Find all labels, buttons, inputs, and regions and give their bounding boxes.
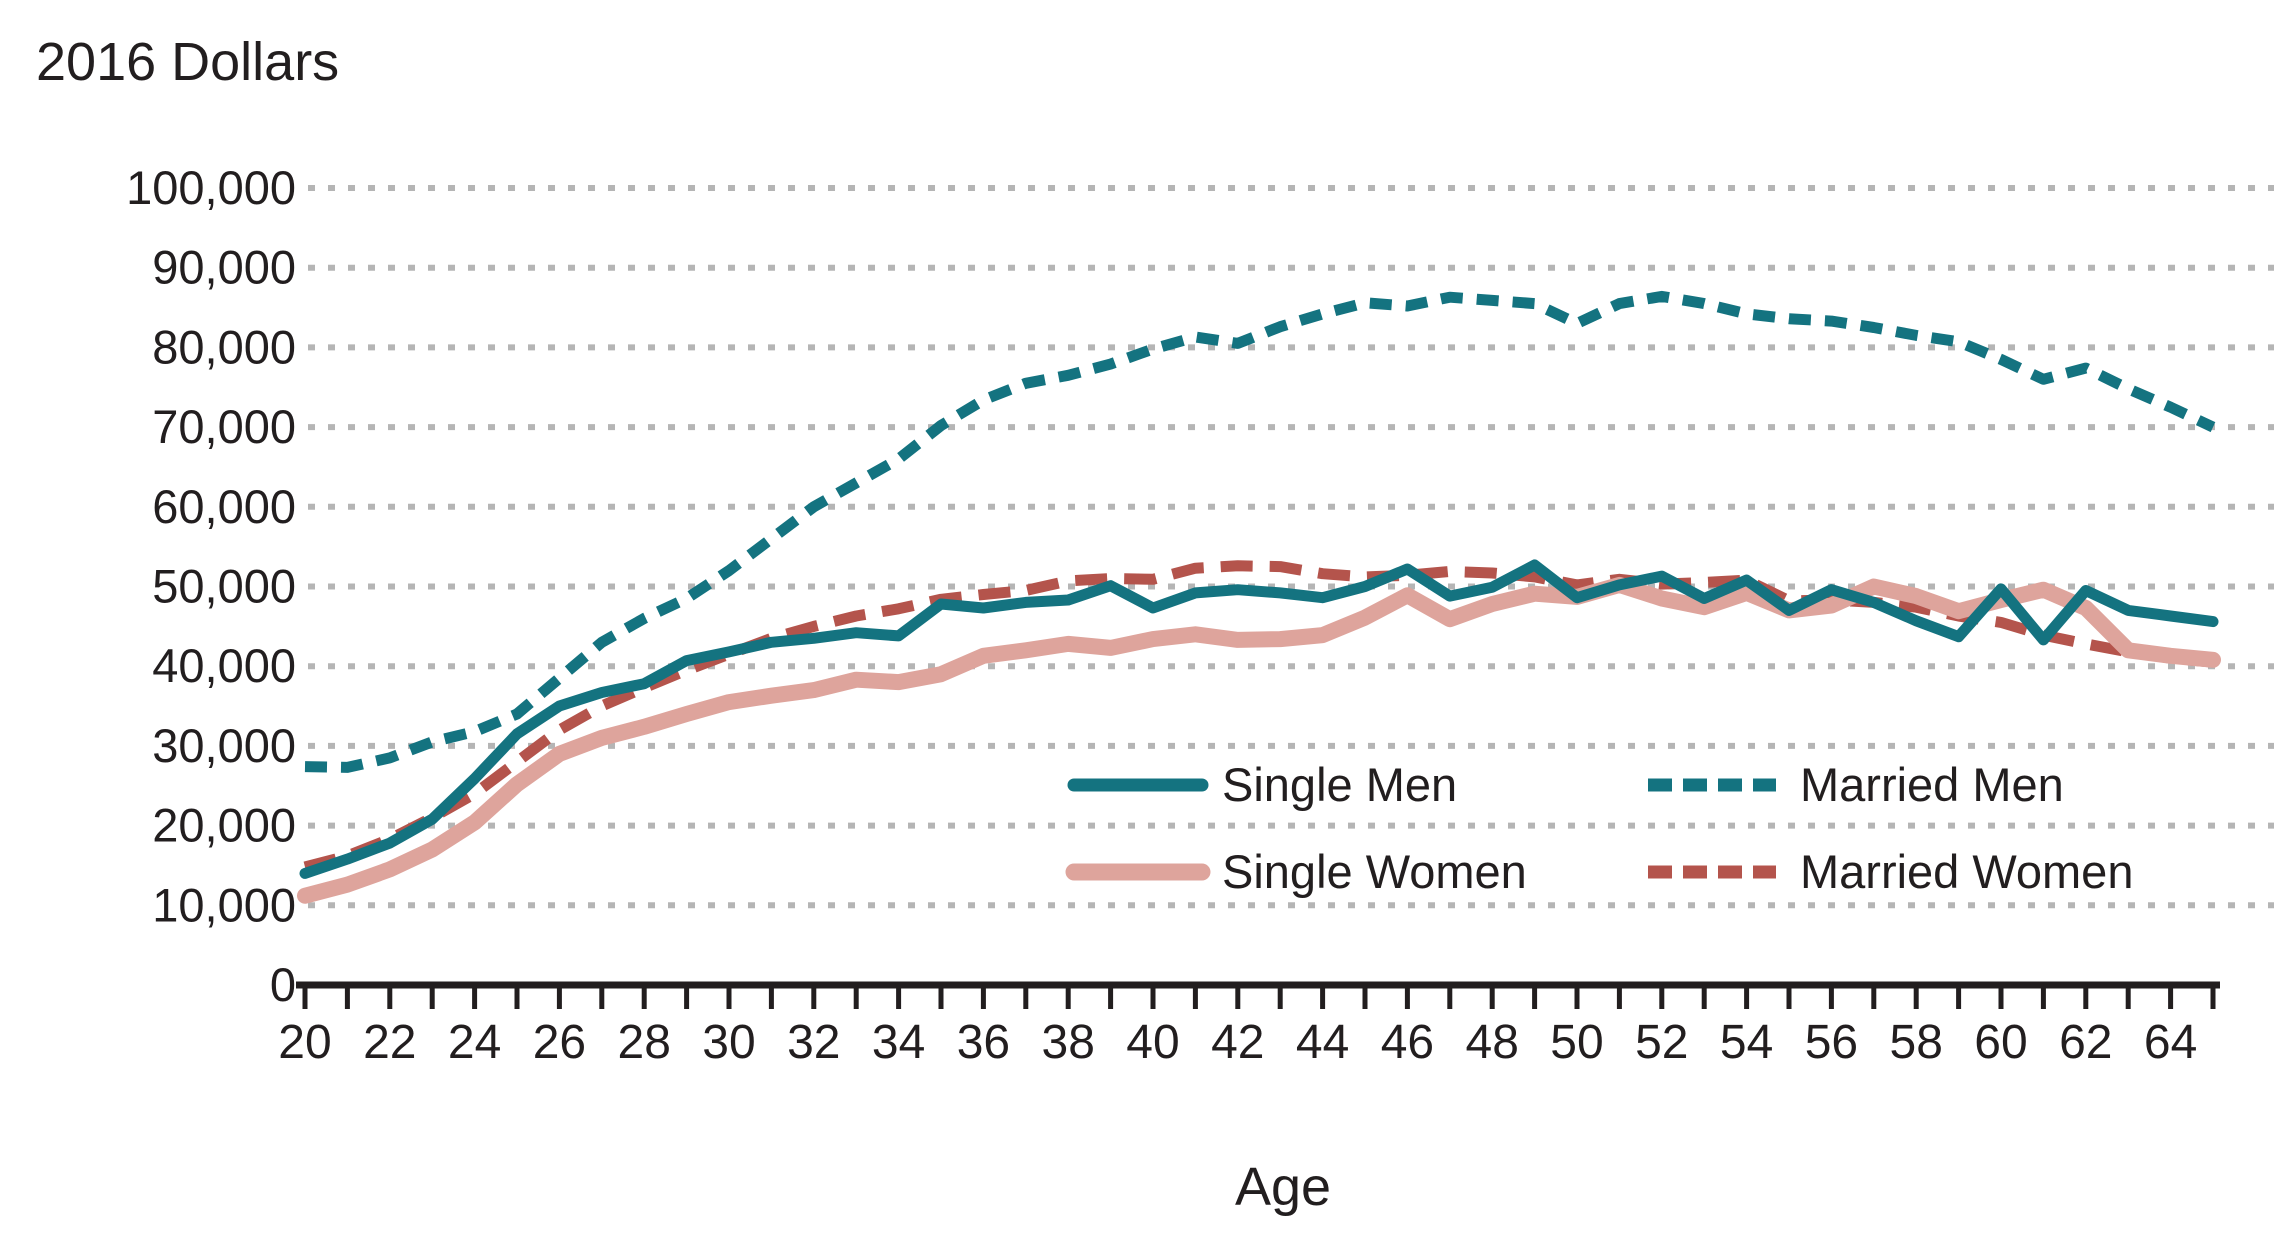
y-axis-tick-label: 90,000 xyxy=(152,241,296,294)
series-line-single-men xyxy=(299,559,2219,879)
y-axis-tick-label: 30,000 xyxy=(152,719,296,772)
legend-label-single-men: Single Men xyxy=(1222,758,1457,811)
x-axis-tick-label: 20 xyxy=(278,1016,331,1069)
x-axis-tick-label: 28 xyxy=(618,1016,671,1069)
x-axis-tick-label: 62 xyxy=(2059,1016,2112,1069)
x-axis-tick-label: 52 xyxy=(1635,1016,1688,1069)
x-axis-tick-label: 42 xyxy=(1211,1016,1264,1069)
legend-label-single-women: Single Women xyxy=(1222,845,1527,898)
y-axis-tick-label: 60,000 xyxy=(152,480,296,533)
x-axis-tick-label: 36 xyxy=(957,1016,1010,1069)
y-axis-tick-label: 100,000 xyxy=(126,161,296,214)
x-axis-tick-label: 22 xyxy=(363,1016,416,1069)
series-line-married-women xyxy=(303,560,2214,873)
y-axis-tick-label: 40,000 xyxy=(152,639,296,692)
y-axis-tick-label: 20,000 xyxy=(152,799,296,852)
series-line-single-women xyxy=(297,576,2221,904)
legend-label-married-men: Married Men xyxy=(1800,758,2064,811)
legend: Single Men Married Men Single Women Marr… xyxy=(1065,758,2133,898)
x-axis-tick-label: 60 xyxy=(1974,1016,2027,1069)
x-axis-tick-label: 30 xyxy=(702,1016,755,1069)
x-axis-tick-label: 40 xyxy=(1126,1016,1179,1069)
chart-title: 2016 Dollars xyxy=(36,32,339,92)
x-axis-tick-label: 46 xyxy=(1381,1016,1434,1069)
x-axis-tick-label: 38 xyxy=(1042,1016,1095,1069)
x-axis-tick-label: 58 xyxy=(1890,1016,1943,1069)
y-axis-tick-label: 0 xyxy=(270,958,296,1011)
x-axis-tick-label: 32 xyxy=(787,1016,840,1069)
y-axis-tick-label: 10,000 xyxy=(152,878,296,931)
x-axis-tick-label: 44 xyxy=(1296,1016,1349,1069)
x-axis-tick-label: 56 xyxy=(1805,1016,1858,1069)
x-axis-title: Age xyxy=(1235,1157,1331,1217)
x-axis-tick-label: 50 xyxy=(1550,1016,1603,1069)
x-axis-tick-label: 34 xyxy=(872,1016,925,1069)
x-axis-tick-label: 48 xyxy=(1466,1016,1519,1069)
legend-label-married-women: Married Women xyxy=(1800,845,2133,898)
x-axis-tick-label: 54 xyxy=(1720,1016,1773,1069)
x-axis-tick-label: 26 xyxy=(533,1016,586,1069)
y-axis-tick-label: 70,000 xyxy=(152,400,296,453)
y-axis-tick-label: 80,000 xyxy=(152,320,296,373)
y-axis-tick-label: 50,000 xyxy=(152,560,296,613)
x-axis-tick-label: 24 xyxy=(448,1016,501,1069)
x-axis-tick-label: 64 xyxy=(2144,1016,2197,1069)
plot-area: 0 10,000 20,000 30,000 40,000 50,000 60,000 70,… xyxy=(126,161,2274,1069)
